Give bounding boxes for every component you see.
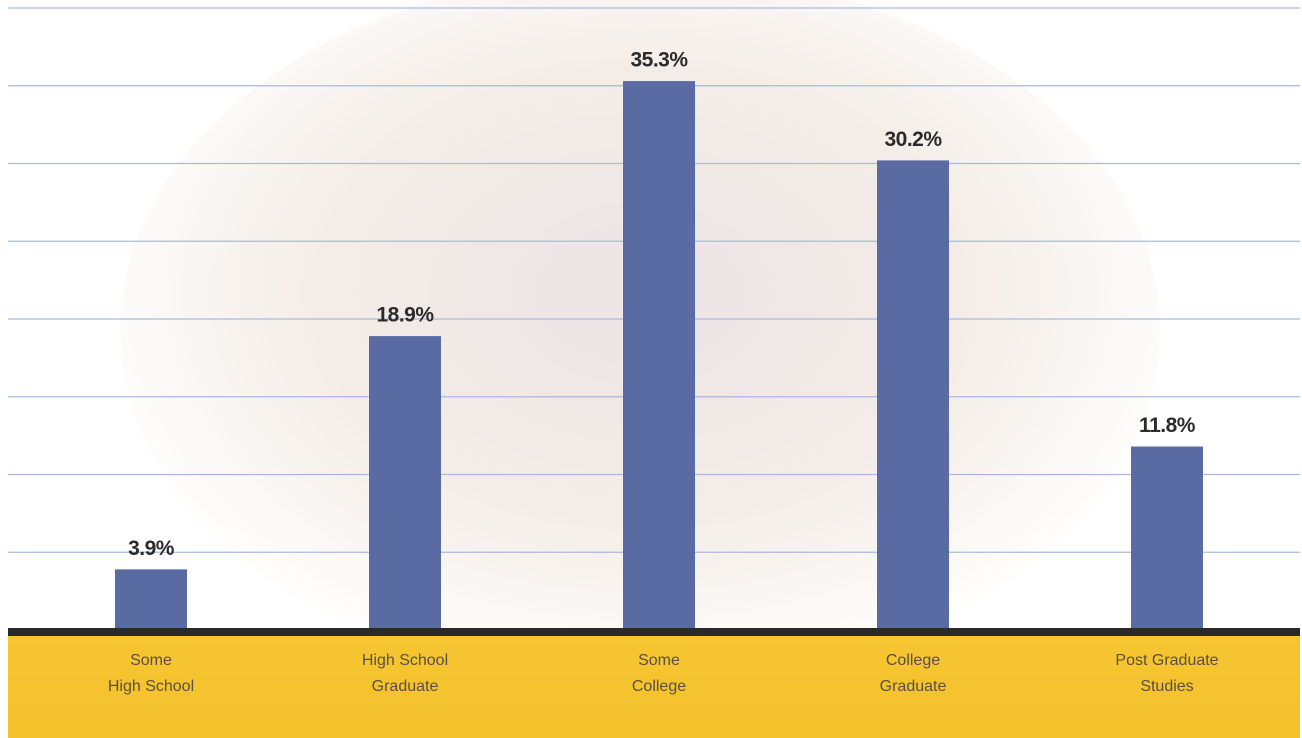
x-tick-label: Graduate (372, 678, 439, 695)
bar (1131, 446, 1203, 630)
x-tick-label: Some (130, 652, 172, 669)
bar (115, 569, 187, 630)
x-tick-label: College (886, 652, 940, 669)
bar (877, 160, 949, 630)
bar (623, 81, 695, 630)
baseline (8, 628, 1300, 636)
value-label: 35.3% (630, 49, 688, 72)
label-band (8, 636, 1300, 738)
value-label: 30.2% (884, 128, 942, 151)
value-label: 11.8% (1139, 414, 1196, 437)
x-tick-label: Graduate (880, 678, 947, 695)
bar (369, 336, 441, 630)
x-tick-label: High School (108, 678, 194, 695)
value-label: 18.9% (376, 304, 434, 327)
x-tick-label: Studies (1140, 678, 1193, 695)
x-tick-label: Some (638, 652, 680, 669)
x-tick-label: Post Graduate (1115, 652, 1218, 669)
value-label: 3.9% (128, 537, 175, 560)
x-tick-label: College (632, 678, 686, 695)
x-tick-label: High School (362, 652, 448, 669)
